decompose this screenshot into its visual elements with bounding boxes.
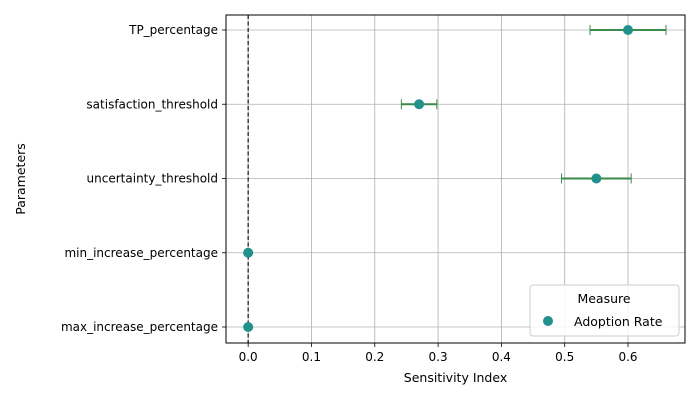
data-points	[243, 25, 634, 332]
legend-marker	[543, 316, 553, 326]
y-tick-label: min_increase_percentage	[64, 246, 218, 260]
data-point	[623, 25, 634, 35]
legend: Measure Adoption Rate	[529, 284, 680, 337]
data-point	[414, 99, 425, 110]
y-tick-label: satisfaction_threshold	[86, 97, 218, 111]
x-tick-label: 0.4	[492, 350, 511, 364]
x-tick-label: 0.0	[239, 350, 258, 364]
x-tick-label: 0.6	[618, 350, 637, 364]
x-tick-label: 0.1	[302, 350, 321, 364]
data-point	[591, 173, 602, 184]
x-axis-label: Sensitivity Index	[404, 370, 507, 385]
y-axis-label: Parameters	[13, 143, 28, 215]
plot-frame	[225, 14, 686, 344]
legend-box	[529, 284, 680, 337]
y-axis-ticks: TP_percentage satisfaction_thresholduncer…	[61, 23, 226, 334]
y-tick-label: uncertainty_threshold	[87, 172, 218, 186]
data-point	[243, 322, 254, 332]
y-tick-label: TP_percentage	[128, 23, 218, 37]
y-tick-label: max_increase_percentage	[61, 320, 218, 334]
x-tick-label: 0.3	[429, 350, 448, 364]
legend-title: Measure	[577, 291, 630, 306]
x-tick-label: 0.2	[365, 350, 384, 364]
x-axis-ticks: 0.0 0.1 0.2 0.3 0.4 0.5 0.6	[239, 343, 638, 364]
data-point	[243, 247, 254, 258]
legend-label: Adoption Rate	[574, 314, 663, 329]
x-tick-label: 0.5	[555, 350, 574, 364]
